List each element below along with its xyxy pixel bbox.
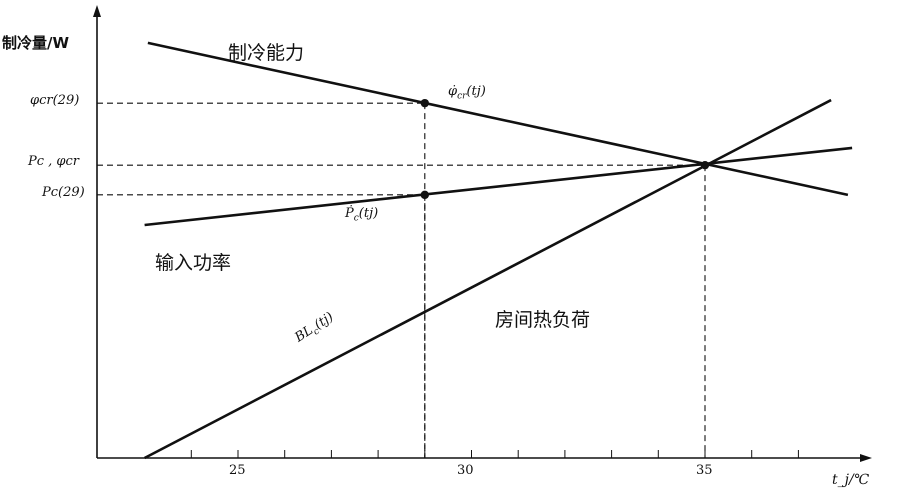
- phi-curve-label: φ̇cr(tj): [448, 84, 486, 102]
- x-tick-label-25: 25: [229, 463, 246, 478]
- data-point-2: [700, 160, 710, 170]
- x-axis-arrow-icon: [860, 454, 872, 462]
- series-line-2: [143, 98, 832, 460]
- series-line-0: [147, 41, 849, 197]
- load-label: 房间热负荷: [495, 309, 591, 331]
- x-axis-label: t_j/℃: [832, 472, 870, 488]
- x-tick-label-30: 30: [457, 463, 474, 478]
- p-curve-label: Ṗc(tj): [345, 206, 379, 224]
- data-point-1: [420, 190, 429, 200]
- y-tick-label-pc-phicr: Pc , φcr: [28, 154, 80, 169]
- y-tick-label-pc29: Pc(29): [42, 185, 85, 200]
- y-axis-label: 制冷量/W: [2, 34, 70, 52]
- data-point-0: [420, 98, 429, 108]
- y-axis-arrow-icon: [93, 5, 101, 17]
- power-label: 输入功率: [155, 252, 232, 274]
- capacity-label: 制冷能力: [228, 42, 305, 64]
- x-tick-label-35: 35: [696, 463, 713, 478]
- y-tick-label-phi29: φcr(29): [30, 93, 80, 108]
- series-line-1: [144, 146, 853, 227]
